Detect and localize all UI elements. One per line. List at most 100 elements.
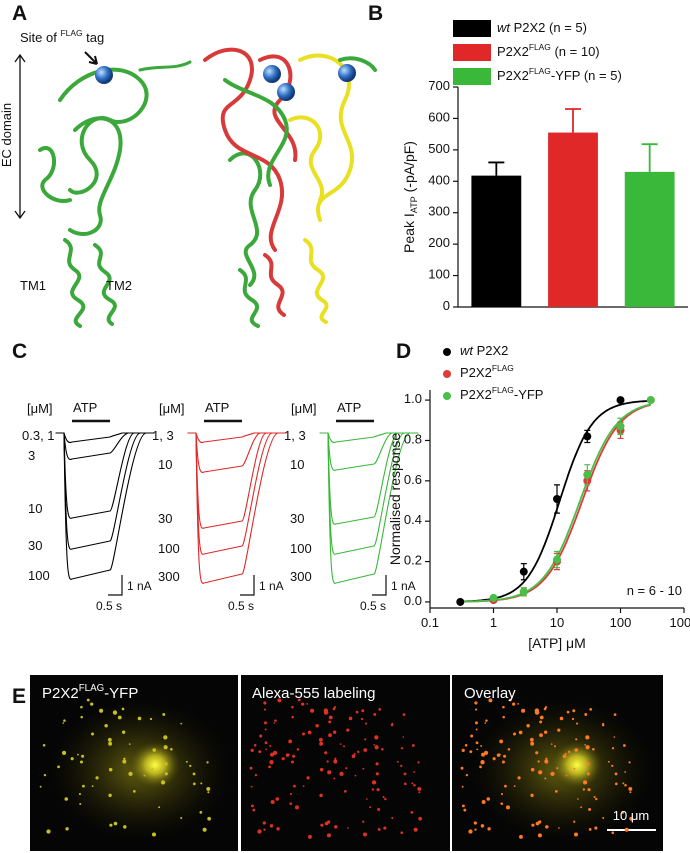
- punctum: [354, 774, 357, 777]
- punctum: [468, 829, 473, 834]
- y-tick-label: 0.0: [404, 593, 422, 608]
- punctum: [342, 745, 346, 748]
- punctum: [80, 705, 83, 709]
- punctum: [323, 708, 329, 713]
- punctum: [121, 707, 125, 711]
- legend-label: wt P2X2: [460, 343, 508, 358]
- punctum: [580, 806, 583, 809]
- punctum: [475, 741, 479, 745]
- punctum: [332, 707, 336, 711]
- punctum: [582, 788, 586, 791]
- punctum: [474, 721, 478, 725]
- annotation: TM2: [106, 278, 132, 293]
- punctum: [378, 707, 382, 711]
- legend-label: P2X2FLAG: [460, 363, 514, 380]
- punctum: [371, 788, 375, 791]
- punctum: [390, 723, 394, 727]
- punctum: [259, 734, 263, 738]
- x-tick-label: 10: [550, 615, 564, 630]
- punctum: [294, 805, 299, 810]
- scale-time-label: 0.5 s: [228, 599, 254, 613]
- punctum: [113, 821, 118, 826]
- punctum: [529, 737, 534, 742]
- punctum: [602, 817, 605, 820]
- punctum: [613, 736, 616, 738]
- current-trace: [55, 432, 155, 550]
- punctum: [512, 702, 516, 706]
- punctum: [594, 826, 598, 830]
- punctum: [611, 747, 615, 750]
- punctum: [518, 730, 523, 735]
- punctum: [534, 708, 540, 713]
- punctum: [474, 701, 478, 705]
- punctum: [362, 832, 368, 837]
- punctum: [535, 821, 540, 826]
- punctum: [301, 702, 305, 706]
- punctum: [123, 825, 127, 829]
- punctum: [418, 816, 422, 821]
- punctum: [39, 785, 42, 788]
- punctum: [396, 760, 399, 763]
- current-trace: [55, 432, 155, 444]
- punctum: [502, 705, 505, 709]
- concentration-label: 100: [290, 541, 312, 556]
- punctum: [326, 760, 329, 763]
- punctum: [475, 708, 478, 711]
- scale-bar: [108, 575, 123, 596]
- punctum: [269, 824, 274, 828]
- punctum: [319, 741, 324, 746]
- punctum: [258, 750, 262, 754]
- punctum: [621, 810, 625, 814]
- punctum: [95, 776, 99, 780]
- punctum: [575, 722, 579, 725]
- punctum: [377, 808, 381, 812]
- punctum: [77, 753, 79, 756]
- punctum: [250, 785, 253, 788]
- punctum: [375, 762, 379, 766]
- punctum: [556, 767, 559, 770]
- punctum: [306, 776, 310, 780]
- concentration-label: 10: [28, 501, 42, 516]
- punctum: [584, 713, 588, 716]
- data-point: [553, 555, 561, 564]
- punctum: [629, 816, 633, 821]
- punctum: [353, 752, 356, 755]
- punctum: [275, 797, 280, 801]
- punctum: [584, 743, 587, 746]
- y-axis-label: Normalised response: [387, 433, 403, 565]
- punctum: [288, 739, 293, 744]
- punctum: [269, 760, 274, 765]
- punctum: [360, 717, 364, 721]
- punctum: [550, 743, 553, 745]
- punctum: [306, 702, 309, 705]
- punctum: [163, 745, 168, 750]
- punctum: [502, 715, 505, 719]
- punctum: [79, 803, 82, 806]
- punctum: [274, 719, 277, 722]
- punctum: [521, 708, 526, 713]
- punctum: [143, 774, 146, 777]
- punctum: [545, 757, 548, 760]
- punctum: [90, 732, 95, 736]
- punctum: [614, 772, 618, 776]
- punctum: [377, 828, 381, 831]
- punctum: [566, 710, 570, 714]
- punctum: [207, 791, 210, 794]
- punctum: [384, 797, 387, 801]
- punctum: [292, 754, 296, 758]
- y-axis-label: Peak IATP (-pA/pF): [401, 141, 420, 253]
- concentration-label: 10: [158, 457, 172, 472]
- punctum: [202, 827, 207, 832]
- punctum: [624, 784, 627, 787]
- punctum: [507, 748, 511, 751]
- punctum: [324, 751, 328, 755]
- current-trace: [187, 432, 287, 529]
- punctum: [403, 772, 407, 776]
- unit-label: [μM]: [291, 401, 317, 416]
- scale-time-label: 0.5 s: [360, 599, 386, 613]
- punctum: [270, 752, 275, 757]
- current-trace: [187, 432, 287, 584]
- current-trace: [319, 432, 419, 584]
- punctum: [382, 795, 385, 799]
- punctum: [585, 745, 590, 750]
